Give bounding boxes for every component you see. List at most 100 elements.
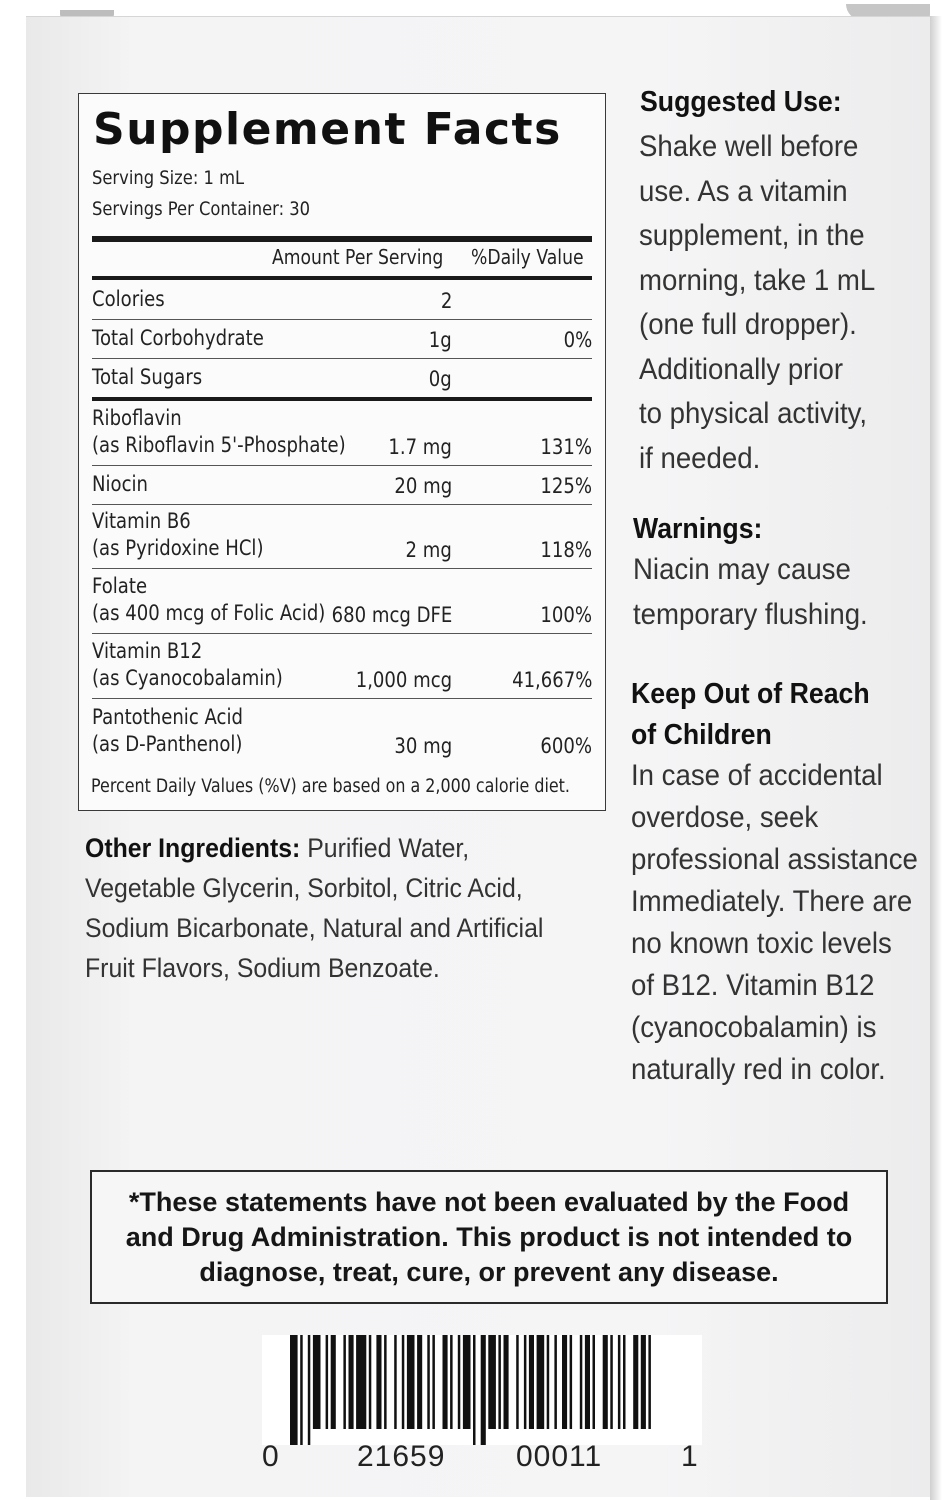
barcode-bar [325, 1335, 329, 1429]
nutrient-row: Niocin 20 mg 125% [92, 465, 592, 505]
keep-out-heading: Keep Out of Reach of Children [631, 678, 870, 751]
disclaimer-line-2: and Drug Administration. This product is… [125, 1222, 853, 1252]
barcode-bar [562, 1335, 568, 1429]
barcode-bar [368, 1335, 372, 1429]
barcode-bar [579, 1335, 583, 1429]
barcode-bar [427, 1335, 430, 1429]
barcode-bar [307, 1335, 311, 1445]
nutrient-name: Vitamin B12 (as Cyanocobalamin) [92, 639, 283, 690]
barcode-bar [401, 1335, 405, 1429]
barcode-bar [592, 1335, 595, 1429]
nutrient-daily-value: 131% [540, 435, 592, 459]
nutrient-name: Colories [92, 287, 165, 311]
disclaimer-line-1: *These statements have not been evaluate… [128, 1187, 850, 1217]
barcode-bar [610, 1335, 613, 1429]
barcode-bar [480, 1335, 486, 1445]
fda-disclaimer: *These statements have not been evaluate… [90, 1170, 888, 1304]
barcode-bar [462, 1335, 471, 1429]
nutrient-name: Pantothenic Acid (as D-Panthenol) [92, 705, 243, 756]
barcode-bar [546, 1335, 550, 1429]
keep-out-text: In case of accidental overdose, seek pro… [631, 759, 918, 1086]
nutrient-name: Total Corbohydrate [92, 326, 264, 350]
barcode-bar [384, 1335, 387, 1429]
nutrient-name: Total Sugars [92, 365, 203, 389]
nutrient-amount: 1,000 mcg [355, 668, 452, 692]
barcode-bar [473, 1335, 476, 1445]
daily-value-footnote: Percent Daily Values (%V) are based on a… [91, 776, 570, 797]
thick-rule-header [92, 276, 592, 280]
upc-barcode [262, 1335, 702, 1445]
barcode-bar [406, 1335, 415, 1429]
barcode-digit-system: 0 [262, 1440, 280, 1473]
package-side-edge [930, 16, 942, 1500]
barcode-bar [356, 1335, 367, 1429]
barcode-bar [417, 1335, 423, 1429]
nutrient-row: Pantothenic Acid (as D-Panthenol) 30 mg 600… [92, 698, 592, 764]
barcode-bar [602, 1335, 608, 1429]
servings-per-container: Servings Per Container: 30 [92, 198, 311, 220]
supplement-facts-panel: Supplement Facts Serving Size: 1 mL Serv… [78, 93, 606, 811]
nutrient-amount: 1.7 mg [388, 435, 452, 459]
barcode-digit-check: 1 [681, 1440, 699, 1473]
nutrient-name: Niocin [92, 472, 148, 496]
column-header-daily-value: %Daily Value [471, 245, 584, 269]
nutrient-daily-value: 0% [563, 328, 592, 352]
barcode-bar [569, 1335, 573, 1429]
nutrient-daily-value: 118% [540, 538, 592, 562]
barcode-bar [330, 1335, 336, 1429]
nutrient-amount: 0g [429, 367, 452, 391]
suggested-use-text: Shake well before use. As a vitamin supp… [639, 130, 876, 475]
barcode-digits-manufacturer: 21659 [357, 1440, 446, 1473]
nutrient-row: Vitamin B12 (as Cyanocobalamin) 1,000 mcg 4… [92, 633, 592, 699]
other-ingredients-label: Other Ingredients: [85, 833, 301, 863]
nutrient-name: Vitamin B6 (as Pyridoxine HCl) [92, 509, 264, 560]
barcode-bar [523, 1335, 527, 1429]
nutrient-daily-value: 100% [540, 603, 592, 627]
barcode-bar [617, 1335, 621, 1429]
barcode-bar [450, 1335, 453, 1429]
barcode-bar [312, 1335, 321, 1429]
barcode-bar [290, 1335, 298, 1445]
nutrient-daily-value: 125% [540, 474, 592, 498]
barcode-bar [300, 1335, 303, 1445]
warnings-heading: Warnings: [633, 513, 763, 545]
serving-size: Serving Size: 1 mL [92, 167, 245, 189]
nutrient-row: Total Corbohydrate 1g 0% [92, 319, 592, 359]
nutrient-amount: 680 mcg DFE [331, 603, 452, 627]
nutrient-row: Total Sugars 0g [92, 358, 592, 401]
ingredients-line-2: Vegetable Glycerin, Sorbitol, Citric Aci… [85, 873, 523, 903]
disclaimer-line-3: diagnose, treat, cure, or prevent any di… [199, 1257, 779, 1287]
nutrient-amount: 30 mg [394, 734, 452, 758]
nutrient-daily-value: 600% [540, 734, 592, 758]
barcode-bar [376, 1335, 382, 1429]
barcode-bar [432, 1335, 435, 1429]
column-header-amount: Amount Per Serving [272, 245, 444, 269]
thick-rule-top [92, 236, 592, 242]
nutrient-amount: 2 mg [405, 538, 452, 562]
barcode-bar [554, 1335, 557, 1429]
barcode-bar [343, 1335, 346, 1429]
box-flap-left [60, 10, 114, 20]
barcode-bar [442, 1335, 448, 1429]
ingredients-line-4: Fruit Flavors, Sodium Benzoate. [85, 953, 440, 983]
barcode-bar [528, 1335, 534, 1429]
barcode-bar [457, 1335, 461, 1429]
barcode-bar [648, 1335, 651, 1429]
barcode-bar [640, 1335, 646, 1429]
barcode-bar [498, 1335, 501, 1429]
nutrient-row: Folate (as 400 mcg of Folic Acid) 680 mcg … [92, 568, 592, 634]
barcode-bar [623, 1335, 626, 1429]
nutrient-name: Folate (as 400 mcg of Folic Acid) [92, 574, 326, 625]
nutrient-row: Colories 2 [92, 280, 592, 320]
barcode-bar [584, 1335, 590, 1429]
ingredients-line-1: Purified Water, [300, 833, 470, 863]
barcode-bar [503, 1335, 509, 1429]
ingredients-line-3: Sodium Bicarbonate, Natural and Artifici… [85, 913, 544, 943]
barcode-bar [348, 1335, 354, 1429]
warnings-text: Niacin may cause temporary flushing. [633, 553, 868, 631]
nutrient-daily-value: 41,667% [511, 668, 592, 692]
nutrient-name: Riboflavin (as Riboflavin 5'-Phosphate) [92, 406, 346, 457]
nutrient-amount: 1g [429, 328, 452, 352]
nutrient-row: Riboflavin (as Riboflavin 5'-Phosphate) 1.… [92, 397, 592, 466]
nutrient-row: Vitamin B6 (as Pyridoxine HCl) 2 mg 118% [92, 504, 592, 569]
